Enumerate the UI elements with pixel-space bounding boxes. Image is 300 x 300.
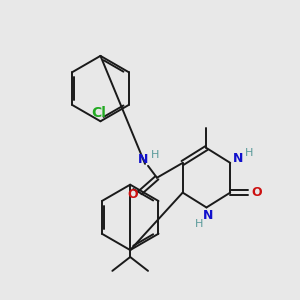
Text: N: N (233, 152, 243, 165)
Text: H: H (195, 219, 204, 229)
Text: H: H (151, 150, 159, 160)
Text: N: N (138, 153, 148, 167)
Text: H: H (245, 148, 253, 158)
Text: N: N (203, 209, 214, 222)
Text: O: O (128, 188, 139, 201)
Text: O: O (252, 186, 262, 199)
Text: Cl: Cl (91, 106, 106, 120)
